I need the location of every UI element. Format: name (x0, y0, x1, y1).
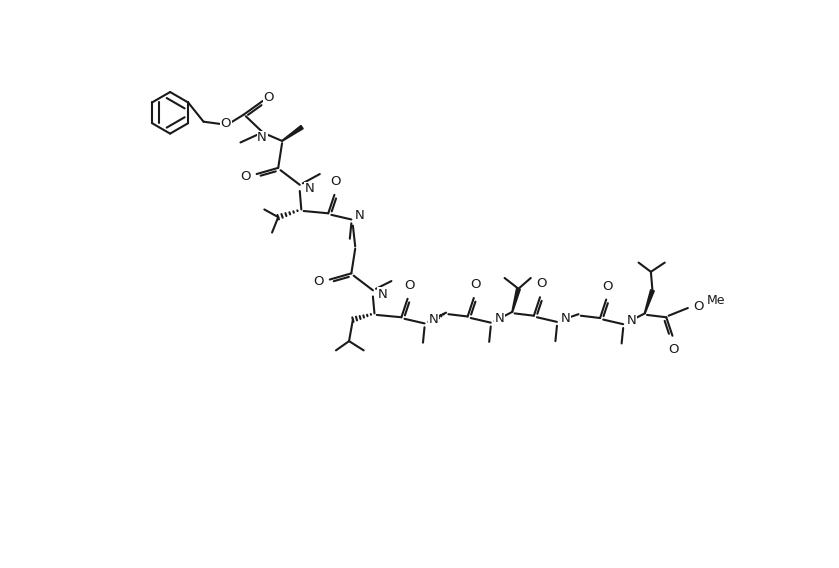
Text: N: N (560, 311, 571, 324)
Text: O: O (669, 343, 680, 356)
Text: N: N (355, 209, 365, 222)
Polygon shape (644, 290, 654, 314)
Text: O: O (313, 275, 324, 289)
Text: O: O (240, 170, 251, 183)
Text: O: O (693, 300, 704, 313)
Text: O: O (602, 279, 613, 293)
Text: O: O (263, 91, 274, 105)
Polygon shape (512, 289, 520, 312)
Text: N: N (627, 314, 637, 327)
Text: O: O (331, 175, 341, 188)
Text: N: N (429, 313, 438, 326)
Text: Me: Me (706, 294, 725, 307)
Polygon shape (282, 126, 303, 141)
Text: N: N (378, 287, 388, 300)
Text: N: N (494, 312, 504, 325)
Text: O: O (221, 118, 231, 131)
Text: O: O (404, 279, 414, 292)
Text: N: N (305, 182, 314, 195)
Text: O: O (536, 277, 547, 290)
Text: O: O (470, 278, 481, 291)
Text: N: N (258, 131, 267, 144)
